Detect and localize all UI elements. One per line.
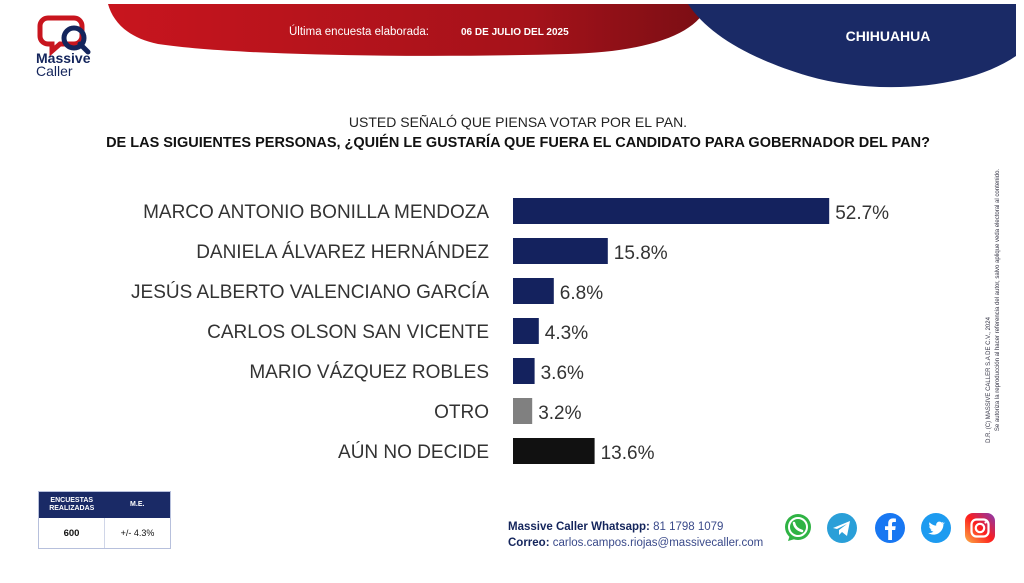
legal-line1: D.R. (C) MASSIVE CALLER S.A DE C.V., 202…: [986, 316, 992, 442]
stats-surveys-value: 600: [63, 527, 80, 539]
category-label: DANIELA ÁLVAREZ HERNÁNDEZ: [196, 242, 489, 263]
bar: [513, 278, 554, 304]
bar: [513, 358, 535, 384]
brand-logo: Massive Caller: [30, 14, 110, 96]
value-label: 3.2%: [538, 403, 581, 424]
bar: [513, 198, 830, 224]
survey-date-label: Última encuesta elaborada:: [289, 26, 429, 38]
legal-line2: Se autoriza la reproducción al hacer ref…: [995, 169, 1001, 431]
logo-icon: [37, 15, 91, 57]
category-label: MARIO VÁZQUEZ ROBLES: [249, 362, 489, 383]
email-label: Correo:: [508, 537, 550, 549]
survey-date: 06 DE JULIO DEL 2025: [461, 27, 569, 38]
value-label: 6.8%: [560, 283, 603, 304]
brand-line2: Caller: [36, 63, 73, 79]
category-label: AÚN NO DECIDE: [338, 441, 489, 463]
category-label: JESÚS ALBERTO VALENCIANO GARCÍA: [131, 281, 489, 303]
value-label: 15.8%: [614, 243, 668, 264]
category-label: MARCO ANTONIO BONILLA MENDOZA: [143, 202, 489, 223]
bar: [513, 398, 533, 424]
facebook-icon[interactable]: [874, 512, 906, 544]
brand-line1: Massive: [36, 50, 91, 66]
stats-header-margin: M.E.: [130, 501, 145, 508]
value-label: 4.3%: [545, 323, 588, 344]
value-label: 52.7%: [835, 203, 889, 224]
twitter-icon[interactable]: [920, 512, 952, 544]
bar: [513, 438, 595, 464]
stats-header-surveys: ENCUESTAS REALIZADAS: [49, 497, 95, 512]
stats-margin-value: +/- 4.3%: [104, 518, 170, 548]
whatsapp-number[interactable]: 81 1798 1079: [653, 521, 724, 533]
bar: [513, 238, 608, 264]
contact-info: Massive Caller Whatsapp: 81 1798 1079 Co…: [508, 519, 763, 551]
category-label: CARLOS OLSON SAN VICENTE: [207, 322, 489, 343]
instagram-icon[interactable]: [964, 512, 996, 544]
bar: [513, 318, 539, 344]
header-banner: [108, 4, 1016, 88]
bar-chart: MARCO ANTONIO BONILLA MENDOZA 52.7% DANIEL…: [131, 198, 889, 464]
whatsapp-label: Massive Caller Whatsapp:: [508, 521, 650, 533]
header-navy-swoosh: [688, 4, 1016, 88]
telegram-icon[interactable]: [826, 512, 858, 544]
value-label: 13.6%: [601, 443, 655, 464]
value-label: 3.6%: [541, 363, 584, 384]
header-red-swoosh: [108, 4, 708, 56]
legal-notice: D.R. (C) MASSIVE CALLER S.A DE C.V., 202…: [982, 120, 1004, 480]
whatsapp-icon[interactable]: [782, 512, 814, 544]
question-intro: USTED SEÑALÓ QUE PIENSA VOTAR POR EL PAN…: [348, 114, 688, 130]
category-label: OTRO: [434, 402, 489, 423]
question-title: DE LAS SIGUIENTES PERSONAS, ¿QUIÉN LE GU…: [106, 135, 930, 151]
survey-stats-table: ENCUESTAS REALIZADAS M.E. 600 +/- 4.3%: [38, 491, 171, 549]
survey-card: Massive Caller Última encuesta elaborada…: [8, 4, 1016, 576]
email-address[interactable]: carlos.campos.riojas@massivecaller.com: [552, 537, 764, 549]
state-name: CHIHUAHUA: [845, 28, 931, 44]
